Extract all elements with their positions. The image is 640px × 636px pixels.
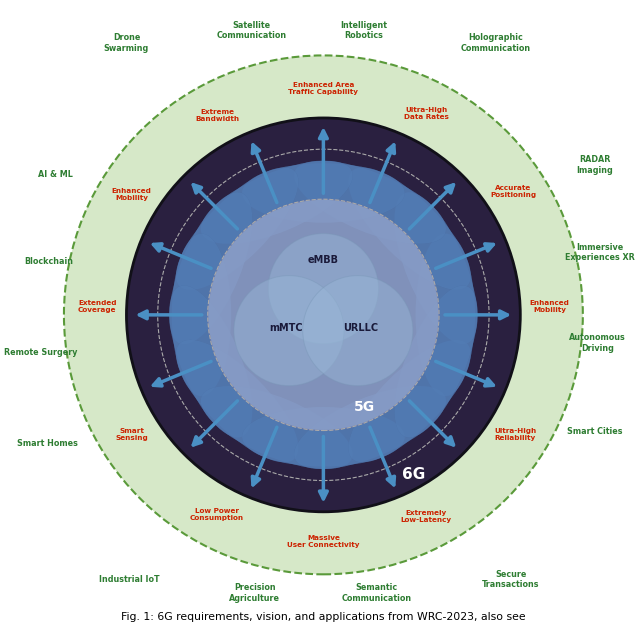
- Text: Extreme
Bandwidth: Extreme Bandwidth: [195, 109, 239, 121]
- Ellipse shape: [242, 407, 404, 466]
- Ellipse shape: [176, 340, 298, 462]
- Ellipse shape: [348, 340, 471, 462]
- Ellipse shape: [394, 286, 477, 438]
- Ellipse shape: [294, 161, 446, 244]
- Ellipse shape: [242, 163, 404, 223]
- Text: Smart Cities: Smart Cities: [567, 427, 623, 436]
- Ellipse shape: [294, 386, 446, 469]
- Ellipse shape: [176, 340, 298, 462]
- Circle shape: [303, 275, 413, 385]
- Text: Satellite
Communication: Satellite Communication: [216, 21, 287, 40]
- Ellipse shape: [170, 286, 252, 438]
- Text: Blockchain: Blockchain: [24, 257, 73, 266]
- Text: URLLC: URLLC: [343, 322, 378, 333]
- Text: Extended
Coverage: Extended Coverage: [78, 300, 116, 314]
- Ellipse shape: [170, 192, 252, 344]
- Ellipse shape: [170, 286, 252, 438]
- Ellipse shape: [394, 192, 477, 344]
- Text: Ultra-High
Data Rates: Ultra-High Data Rates: [404, 107, 449, 120]
- Ellipse shape: [242, 163, 404, 223]
- Text: Drone
Swarming: Drone Swarming: [104, 33, 149, 53]
- Text: Intelligent
Robotics: Intelligent Robotics: [340, 21, 388, 40]
- Ellipse shape: [201, 386, 353, 469]
- Text: Smart
Sensing: Smart Sensing: [115, 428, 148, 441]
- Text: Secure
Transactions: Secure Transactions: [482, 570, 540, 589]
- Text: Fig. 1: 6G requirements, vision, and applications from WRC-2023, also see: Fig. 1: 6G requirements, vision, and app…: [121, 612, 525, 622]
- Ellipse shape: [176, 167, 298, 290]
- Text: Enhanced Area
Traffic Capability: Enhanced Area Traffic Capability: [289, 82, 358, 95]
- Ellipse shape: [394, 286, 477, 438]
- Ellipse shape: [172, 233, 231, 396]
- Text: Autonomous
Driving: Autonomous Driving: [569, 333, 625, 353]
- Text: Massive
User Connectivity: Massive User Connectivity: [287, 535, 360, 548]
- Text: Accurate
Positioning: Accurate Positioning: [490, 185, 536, 198]
- Text: eMBB: eMBB: [308, 256, 339, 265]
- Ellipse shape: [348, 340, 471, 462]
- Text: mMTC: mMTC: [269, 322, 303, 333]
- Ellipse shape: [201, 386, 353, 469]
- Text: Ultra-High
Reliability: Ultra-High Reliability: [494, 428, 536, 441]
- Text: Semantic
Communication: Semantic Communication: [342, 583, 412, 603]
- Ellipse shape: [348, 167, 471, 290]
- Ellipse shape: [242, 407, 404, 466]
- Text: Immersive
Experiences XR: Immersive Experiences XR: [565, 243, 635, 262]
- Ellipse shape: [294, 386, 446, 469]
- Ellipse shape: [201, 161, 353, 244]
- Ellipse shape: [176, 167, 298, 290]
- Text: Precision
Agriculture: Precision Agriculture: [229, 583, 280, 603]
- Ellipse shape: [415, 233, 475, 396]
- Ellipse shape: [170, 192, 252, 344]
- Text: Enhanced
Mobility: Enhanced Mobility: [111, 188, 152, 202]
- Text: RADAR
Imaging: RADAR Imaging: [577, 155, 613, 174]
- Text: AI & ML: AI & ML: [38, 170, 73, 179]
- Circle shape: [268, 233, 378, 343]
- Text: Holographic
Communication: Holographic Communication: [460, 33, 531, 53]
- Text: Remote Surgery: Remote Surgery: [4, 348, 77, 357]
- Ellipse shape: [394, 192, 477, 344]
- Ellipse shape: [348, 167, 471, 290]
- Text: Low Power
Consumption: Low Power Consumption: [190, 508, 244, 521]
- Circle shape: [234, 275, 344, 385]
- Circle shape: [64, 55, 583, 574]
- Text: Smart Homes: Smart Homes: [17, 439, 77, 448]
- Ellipse shape: [294, 161, 446, 244]
- Text: Enhanced
Mobility: Enhanced Mobility: [530, 300, 570, 314]
- Ellipse shape: [415, 233, 475, 396]
- Text: Extremely
Low-Latency: Extremely Low-Latency: [401, 510, 452, 523]
- Text: Industrial IoT: Industrial IoT: [99, 575, 160, 584]
- Text: 5G: 5G: [353, 401, 374, 415]
- Circle shape: [208, 199, 439, 431]
- Ellipse shape: [201, 161, 353, 244]
- Text: 6G: 6G: [403, 467, 426, 482]
- Circle shape: [127, 118, 520, 512]
- Ellipse shape: [172, 233, 231, 396]
